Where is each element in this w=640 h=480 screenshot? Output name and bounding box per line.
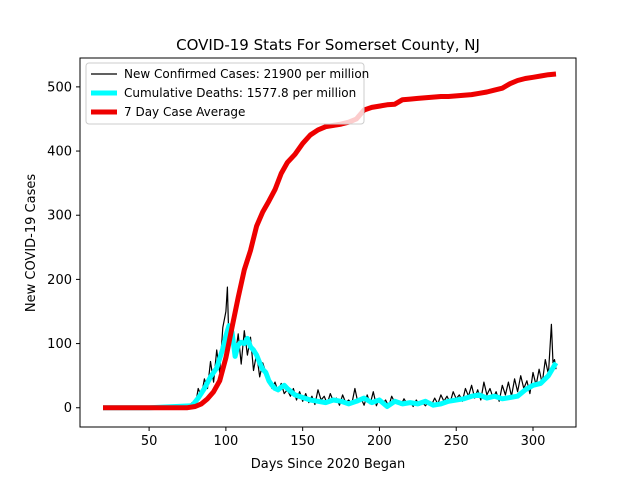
x-tick-label: 100 [213,434,238,449]
legend-label-new-cases: New Confirmed Cases: 21900 per million [124,67,369,81]
y-tick-label: 200 [47,273,72,288]
y-tick-label: 300 [47,209,72,224]
x-tick-label: 200 [367,434,392,449]
y-tick-label: 500 [47,80,72,95]
x-tick-label: 300 [521,434,546,449]
plot-frame [79,57,577,428]
x-tick-label: 250 [444,434,469,449]
series-line-cumulative-deaths-1577-8-per-m [103,323,559,411]
x-tick-label: 50 [141,434,158,449]
legend-box [85,62,365,125]
y-tick-label: 400 [47,145,72,160]
legend-label-deaths: Cumulative Deaths: 1577.8 per million [124,86,356,100]
x-axis: 50 100 150 200 250 300 [141,427,546,449]
y-tick-label: 0 [64,401,72,416]
y-axis: 0 100 200 300 400 500 [47,80,80,416]
legend-label-7day-average: 7 Day Case Average [124,105,245,119]
x-tick-label: 150 [290,434,315,449]
legend: New Confirmed Cases: 21900 per million C… [85,62,369,125]
x-axis-label: Days Since 2020 Began [251,457,406,472]
chart-title: COVID-19 Stats For Somerset County, NJ [176,36,480,54]
y-axis-label: New COVID-19 Cases [24,174,39,312]
y-tick-label: 100 [47,337,72,352]
